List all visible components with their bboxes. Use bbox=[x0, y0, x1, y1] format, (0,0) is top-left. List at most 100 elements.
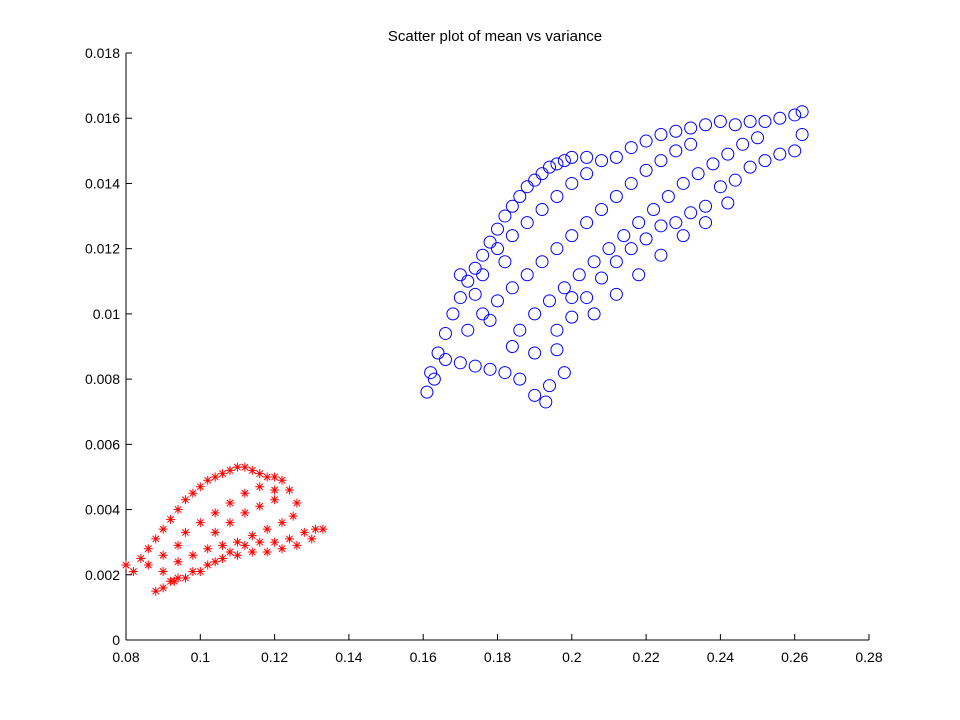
red-star-point bbox=[203, 544, 213, 554]
blue-circle-point bbox=[528, 346, 542, 360]
blue-circle-point bbox=[476, 268, 490, 282]
blue-circle-point bbox=[721, 147, 735, 161]
red-star-point bbox=[210, 527, 220, 537]
blue-circle-point bbox=[513, 372, 527, 386]
red-star-point bbox=[292, 540, 302, 550]
blue-circle-point bbox=[528, 388, 542, 402]
y-tick-label: 0.002 bbox=[85, 567, 120, 583]
blue-circle-point bbox=[535, 255, 549, 269]
blue-circle-point bbox=[587, 307, 601, 321]
red-star-point bbox=[225, 465, 235, 475]
blue-circle-point bbox=[632, 268, 646, 282]
blue-circle-point bbox=[713, 180, 727, 194]
blue-circle-point bbox=[751, 131, 765, 145]
red-star-point bbox=[318, 524, 328, 534]
blue-circle-point bbox=[483, 235, 497, 249]
blue-circle-point bbox=[468, 287, 482, 301]
red-star-point bbox=[284, 485, 294, 495]
blue-circle-point bbox=[528, 307, 542, 321]
red-star-point bbox=[292, 498, 302, 508]
blue-circle-point bbox=[557, 366, 571, 380]
blue-circle-point bbox=[758, 154, 772, 168]
red-star-point bbox=[173, 505, 183, 515]
y-tick-label: 0 bbox=[112, 632, 120, 648]
red-star-point bbox=[255, 482, 265, 492]
blue-circle-point bbox=[684, 121, 698, 135]
blue-circle-point bbox=[691, 167, 705, 181]
x-tick-label: 0.18 bbox=[484, 649, 511, 665]
blue-circle-point bbox=[520, 216, 534, 230]
blue-circle-point bbox=[491, 222, 504, 236]
blue-circle-point bbox=[572, 268, 586, 282]
blue-circle-point bbox=[498, 366, 512, 380]
red-star-point bbox=[270, 495, 280, 505]
red-star-point bbox=[270, 472, 280, 482]
blue-circle-point bbox=[498, 255, 512, 269]
x-tick-label: 0.16 bbox=[410, 649, 437, 665]
blue-circle-point bbox=[699, 199, 713, 213]
red-star-point bbox=[262, 472, 272, 482]
blue-circle-point bbox=[580, 216, 594, 230]
red-star-point bbox=[232, 462, 242, 472]
red-star-point bbox=[288, 511, 298, 521]
blue-circle-point bbox=[595, 271, 609, 285]
blue-circle-point bbox=[595, 203, 609, 217]
blue-circle-point bbox=[728, 173, 742, 187]
blue-circle-point bbox=[565, 291, 579, 305]
red-star-point bbox=[277, 475, 287, 485]
blue-circle-point bbox=[624, 176, 638, 190]
y-tick-label: 0.014 bbox=[85, 175, 120, 191]
red-star-point bbox=[136, 553, 146, 563]
x-tick-label: 0.22 bbox=[632, 649, 659, 665]
blue-circle-point bbox=[535, 167, 549, 181]
blue-circle-point bbox=[609, 255, 623, 269]
blue-circle-point bbox=[557, 281, 571, 295]
blue-circle-point bbox=[453, 291, 467, 305]
red-star-point bbox=[310, 524, 320, 534]
blue-circle-point bbox=[758, 114, 772, 128]
red-star-point bbox=[247, 547, 257, 557]
red-star-point bbox=[143, 544, 153, 554]
blue-circle-point bbox=[743, 160, 757, 174]
red-star-point bbox=[210, 472, 220, 482]
blue-circle-point bbox=[699, 216, 713, 230]
y-tick-label: 0.01 bbox=[93, 306, 120, 322]
x-tick-label: 0.24 bbox=[707, 649, 734, 665]
blue-circle-point bbox=[520, 180, 534, 194]
blue-circle-point bbox=[580, 291, 594, 305]
blue-circle-point bbox=[565, 229, 579, 243]
red-star-point bbox=[158, 550, 168, 560]
x-tick-label: 0.26 bbox=[781, 649, 808, 665]
blue-circle-point bbox=[539, 395, 553, 409]
blue-circle-point bbox=[505, 340, 519, 353]
red-star-point bbox=[195, 518, 205, 528]
blue-circle-point bbox=[483, 362, 497, 376]
blue-circle-point bbox=[654, 128, 668, 142]
blue-circle-point bbox=[491, 294, 504, 308]
red-star-point bbox=[218, 469, 228, 479]
blue-circle-point bbox=[788, 144, 802, 158]
y-tick-label: 0.008 bbox=[85, 371, 120, 387]
blue-circle-point bbox=[424, 366, 438, 380]
blue-circle-point bbox=[580, 167, 594, 181]
red-star-point bbox=[247, 465, 257, 475]
blue-circle-point bbox=[461, 323, 475, 337]
blue-circle-point bbox=[654, 248, 668, 262]
blue-circle-point bbox=[535, 203, 549, 217]
blue-circle-point bbox=[609, 189, 623, 203]
red-star-point bbox=[240, 540, 250, 550]
blue-circle-point bbox=[483, 313, 497, 327]
blue-circle-point bbox=[543, 379, 557, 393]
blue-circle-point bbox=[639, 232, 653, 246]
blue-circle-point bbox=[565, 310, 579, 324]
blue-circle-point bbox=[427, 372, 441, 386]
blue-circle-point bbox=[468, 261, 482, 275]
red-star-point bbox=[158, 567, 168, 577]
blue-circle-point bbox=[565, 176, 579, 190]
red-star-point bbox=[255, 537, 265, 547]
red-star-point bbox=[262, 524, 272, 534]
blue-circle-point bbox=[639, 134, 653, 148]
red-star-point bbox=[225, 498, 235, 508]
y-tick-label: 0.018 bbox=[85, 45, 120, 61]
